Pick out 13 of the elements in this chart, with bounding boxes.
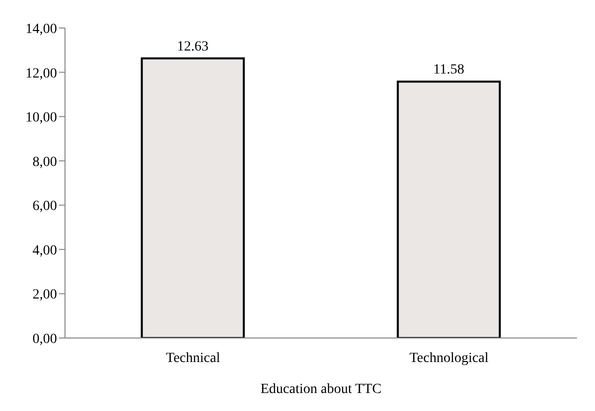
y-tick-label: 2,00 [32, 288, 57, 303]
y-tick-label: 6,00 [32, 199, 57, 214]
data-label: 11.58 [433, 62, 464, 78]
y-tick-label: 12,00 [26, 66, 57, 82]
x-axis-title: Education about TTC [260, 382, 382, 397]
x-tick-label: Technological [409, 350, 489, 366]
y-tick-label: 10,00 [26, 110, 57, 126]
y-tick-label: 0,00 [32, 332, 57, 347]
data-label: 12.63 [177, 39, 209, 54]
x-tick-label: Technical [166, 350, 220, 366]
y-tick-label: 4,00 [32, 243, 57, 258]
y-tick-label: 14,00 [26, 22, 57, 37]
y-tick-label: 8,00 [32, 154, 57, 170]
